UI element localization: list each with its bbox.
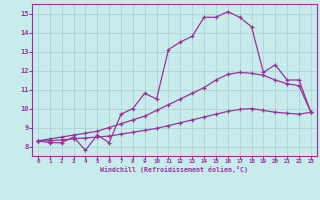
X-axis label: Windchill (Refroidissement éolien,°C): Windchill (Refroidissement éolien,°C) <box>100 166 248 173</box>
